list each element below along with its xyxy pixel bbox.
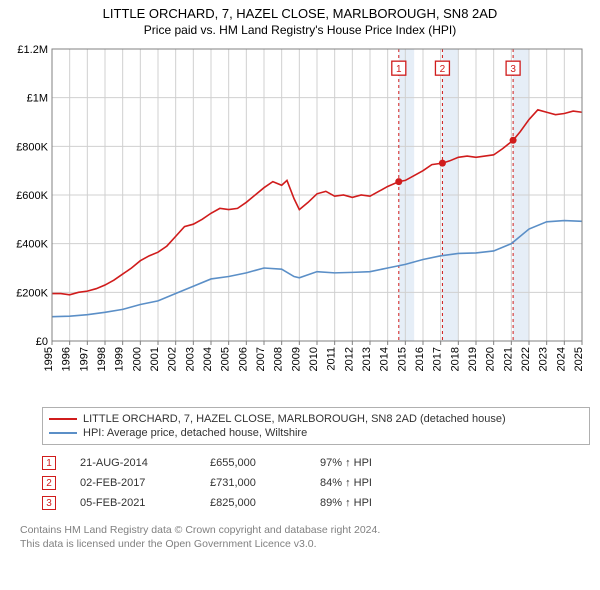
svg-text:2012: 2012 (343, 347, 355, 371)
legend-item: HPI: Average price, detached house, Wilt… (49, 426, 583, 440)
svg-text:2013: 2013 (361, 347, 373, 371)
svg-text:2005: 2005 (220, 347, 232, 371)
sale-date: 21-AUG-2014 (80, 457, 210, 469)
svg-text:2023: 2023 (538, 347, 550, 371)
sale-row: 2 02-FEB-2017£731,00084% ↑ HPI (42, 473, 590, 493)
svg-text:2007: 2007 (255, 347, 267, 371)
title-block: LITTLE ORCHARD, 7, HAZEL CLOSE, MARLBORO… (0, 0, 600, 39)
svg-text:£800K: £800K (16, 141, 48, 153)
svg-text:2024: 2024 (555, 347, 567, 371)
sale-price: £825,000 (210, 497, 320, 509)
chart-subtitle: Price paid vs. HM Land Registry's House … (0, 23, 600, 37)
svg-text:3: 3 (510, 64, 516, 75)
legend-item: LITTLE ORCHARD, 7, HAZEL CLOSE, MARLBORO… (49, 412, 583, 426)
sale-marker-icon: 2 (42, 476, 56, 490)
svg-text:2008: 2008 (273, 347, 285, 371)
svg-text:2002: 2002 (167, 347, 179, 371)
svg-text:2: 2 (440, 64, 446, 75)
svg-text:£600K: £600K (16, 190, 48, 202)
sale-marker-icon: 1 (42, 456, 56, 470)
svg-text:£200K: £200K (16, 287, 48, 299)
sale-price: £655,000 (210, 457, 320, 469)
svg-text:£0: £0 (36, 336, 48, 348)
sale-date: 02-FEB-2017 (80, 477, 210, 489)
svg-text:2018: 2018 (449, 347, 461, 371)
svg-text:2021: 2021 (502, 347, 514, 371)
svg-text:2010: 2010 (308, 347, 320, 371)
svg-text:2022: 2022 (520, 347, 532, 371)
sale-pct: 97% ↑ HPI (320, 457, 430, 469)
svg-text:2025: 2025 (573, 347, 585, 371)
sales-table: 1 21-AUG-2014£655,00097% ↑ HPI 2 02-FEB-201… (42, 453, 590, 513)
svg-text:2009: 2009 (290, 347, 302, 371)
svg-text:£1.2M: £1.2M (17, 44, 48, 56)
line-chart-svg: 1 2 3 £0 £200K £400K £600K £800K £1M £1.2M 1995 199… (10, 41, 590, 401)
legend-label: HPI: Average price, detached house, Wilt… (83, 427, 307, 439)
svg-text:1998: 1998 (96, 347, 108, 371)
footer-line-2: This data is licensed under the Open Gov… (20, 537, 590, 551)
svg-text:2014: 2014 (379, 347, 391, 371)
sale-pct: 89% ↑ HPI (320, 497, 430, 509)
sale-row: 1 21-AUG-2014£655,00097% ↑ HPI (42, 453, 590, 473)
svg-text:2006: 2006 (237, 347, 249, 371)
svg-text:2016: 2016 (414, 347, 426, 371)
svg-text:2004: 2004 (202, 347, 214, 371)
svg-text:£1M: £1M (27, 93, 48, 105)
legend-swatch (49, 432, 77, 434)
legend: LITTLE ORCHARD, 7, HAZEL CLOSE, MARLBORO… (42, 407, 590, 445)
svg-text:2017: 2017 (432, 347, 444, 371)
sale-marker-icon: 3 (42, 496, 56, 510)
svg-text:1996: 1996 (61, 347, 73, 371)
sale-row: 3 05-FEB-2021£825,00089% ↑ HPI (42, 493, 590, 513)
svg-text:2011: 2011 (326, 347, 338, 371)
svg-text:2000: 2000 (131, 347, 143, 371)
sale-price: £731,000 (210, 477, 320, 489)
legend-swatch (49, 418, 77, 420)
svg-text:2001: 2001 (149, 347, 161, 371)
chart-title: LITTLE ORCHARD, 7, HAZEL CLOSE, MARLBORO… (0, 6, 600, 21)
sale-date: 05-FEB-2021 (80, 497, 210, 509)
footer-attribution: Contains HM Land Registry data © Crown c… (20, 523, 590, 551)
svg-text:2020: 2020 (485, 347, 497, 371)
svg-text:1997: 1997 (78, 347, 90, 371)
chart-plot-area: 1 2 3 £0 £200K £400K £600K £800K £1M £1.2M 1995 199… (10, 41, 590, 401)
legend-label: LITTLE ORCHARD, 7, HAZEL CLOSE, MARLBORO… (83, 413, 506, 425)
svg-text:1: 1 (396, 64, 402, 75)
footer-line-1: Contains HM Land Registry data © Crown c… (20, 523, 590, 537)
svg-text:2003: 2003 (184, 347, 196, 371)
svg-text:1999: 1999 (114, 347, 126, 371)
svg-text:2015: 2015 (396, 347, 408, 371)
svg-text:£400K: £400K (16, 239, 48, 251)
svg-text:2019: 2019 (467, 347, 479, 371)
svg-text:1995: 1995 (43, 347, 55, 371)
chart-container: LITTLE ORCHARD, 7, HAZEL CLOSE, MARLBORO… (0, 0, 600, 590)
sale-pct: 84% ↑ HPI (320, 477, 430, 489)
